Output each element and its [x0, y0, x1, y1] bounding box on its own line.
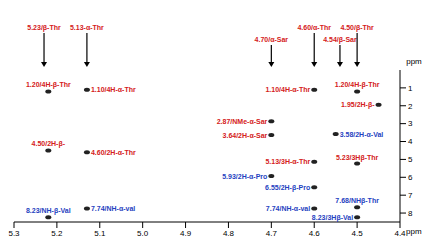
svg-text:4: 4: [408, 137, 413, 146]
svg-text:3.58/2H-α-Val: 3.58/2H-α-Val: [340, 131, 384, 138]
svg-text:5.13-α-Thr: 5.13-α-Thr: [70, 24, 104, 31]
svg-text:4.7: 4.7: [266, 229, 278, 238]
svg-text:1.20/4H-β-Thr: 1.20/4H-β-Thr: [335, 81, 380, 89]
svg-text:7.68/NHβ-Thr: 7.68/NHβ-Thr: [335, 197, 379, 205]
svg-text:4.50/β-Thr: 4.50/β-Thr: [340, 24, 374, 32]
svg-text:4.60/α-Thr: 4.60/α-Thr: [297, 24, 331, 31]
svg-text:2: 2: [408, 102, 413, 111]
svg-text:1.10/4H-α-Thr: 1.10/4H-α-Thr: [91, 86, 136, 93]
svg-text:5.13/3H-α-Thr: 5.13/3H-α-Thr: [265, 158, 310, 165]
svg-text:7.74/NH-α-val: 7.74/NH-α-val: [91, 205, 135, 212]
svg-text:4.6: 4.6: [309, 229, 321, 238]
svg-text:4.8: 4.8: [223, 229, 235, 238]
svg-text:1: 1: [408, 84, 413, 93]
svg-text:ppm: ppm: [406, 227, 422, 236]
svg-text:4.4: 4.4: [394, 229, 406, 238]
svg-text:1.95/2H-β-: 1.95/2H-β-: [341, 101, 375, 109]
svg-text:4.60/2H-α-Thr: 4.60/2H-α-Thr: [91, 149, 136, 156]
svg-text:3: 3: [408, 119, 413, 128]
svg-text:4.70/α-Sar: 4.70/α-Sar: [255, 36, 289, 43]
svg-text:8: 8: [408, 209, 413, 218]
svg-text:6: 6: [408, 173, 413, 182]
svg-text:7.74/NH-α-val: 7.74/NH-α-val: [266, 205, 310, 212]
svg-text:6.55/2H-β-Pro: 6.55/2H-β-Pro: [265, 184, 310, 192]
svg-text:5.2: 5.2: [51, 229, 63, 238]
svg-text:5.23/β-Thr: 5.23/β-Thr: [27, 24, 61, 32]
svg-text:3.64/2H-α-Sar: 3.64/2H-α-Sar: [223, 132, 268, 139]
svg-text:4.50/2H-β-: 4.50/2H-β-: [32, 140, 66, 148]
svg-text:1.20/4H-β-Thr: 1.20/4H-β-Thr: [26, 81, 71, 89]
svg-text:4.9: 4.9: [180, 229, 192, 238]
svg-text:5.93/2H-α-Pro: 5.93/2H-α-Pro: [222, 173, 267, 180]
svg-text:4.54/β-Sar: 4.54/β-Sar: [323, 36, 357, 44]
svg-text:1.10/4H-α-Thr: 1.10/4H-α-Thr: [265, 86, 310, 93]
svg-text:7: 7: [408, 191, 413, 200]
svg-text:8.23/3Hβ-Val: 8.23/3Hβ-Val: [312, 214, 353, 222]
svg-text:5.3: 5.3: [8, 229, 20, 238]
svg-text:8.23/NH-β-Val: 8.23/NH-β-Val: [26, 207, 71, 215]
svg-text:2.87/NMe-α-Sar: 2.87/NMe-α-Sar: [217, 118, 268, 125]
svg-text:5: 5: [408, 155, 413, 164]
svg-text:4.5: 4.5: [352, 229, 364, 238]
svg-text:5.0: 5.0: [137, 229, 149, 238]
svg-text:ppm: ppm: [406, 57, 422, 66]
svg-text:5.23/3Hβ-Thr: 5.23/3Hβ-Thr: [336, 154, 379, 162]
svg-text:5.1: 5.1: [94, 229, 106, 238]
